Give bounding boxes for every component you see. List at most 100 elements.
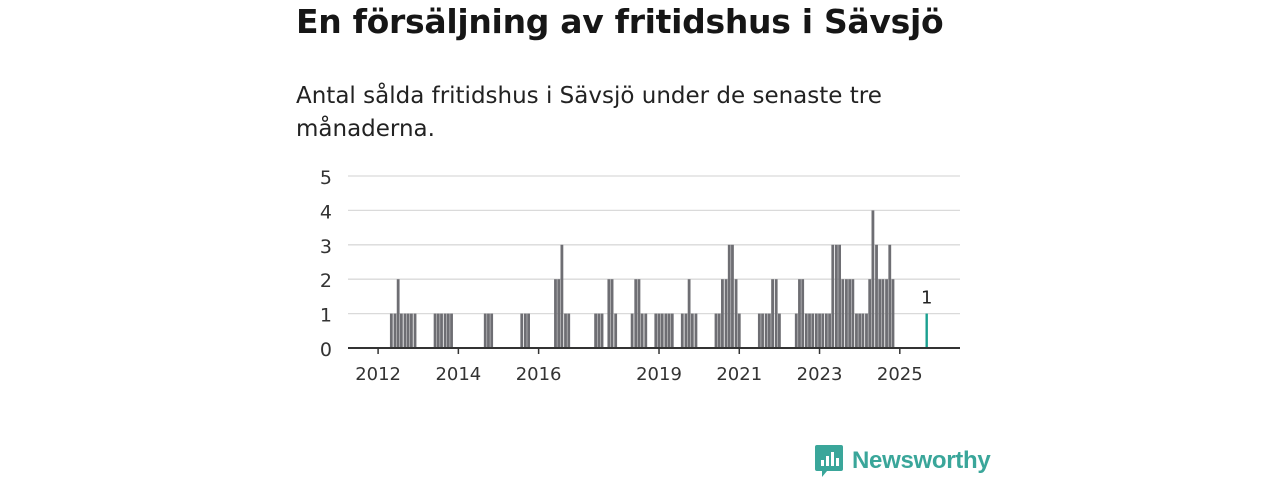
bar	[798, 279, 801, 348]
bar	[413, 313, 417, 348]
bar	[644, 313, 648, 348]
bar	[614, 313, 618, 348]
bar	[868, 279, 872, 348]
bar	[399, 313, 403, 348]
y-tick-label: 0	[320, 339, 332, 361]
bar	[560, 244, 564, 348]
bar	[814, 313, 818, 348]
bar	[774, 279, 778, 348]
bar	[393, 313, 397, 348]
y-tick-label: 2	[320, 270, 332, 292]
bar	[885, 279, 888, 348]
bar	[667, 313, 671, 348]
bar	[664, 313, 668, 348]
chart-title: En försäljning av fritidshus i Sävsjö	[296, 2, 944, 41]
bar	[687, 279, 691, 348]
bar	[657, 313, 661, 348]
bar	[737, 313, 741, 348]
bar	[607, 279, 611, 348]
bar	[389, 313, 393, 348]
bar	[808, 313, 811, 348]
x-tick-label: 2023	[797, 364, 843, 385]
bar	[865, 313, 868, 348]
bar	[433, 313, 437, 348]
bar	[861, 313, 865, 348]
bar	[881, 279, 885, 348]
bar	[851, 279, 855, 348]
bar	[794, 313, 798, 348]
x-tick-label: 2025	[877, 364, 923, 385]
bar	[821, 313, 825, 348]
bar	[640, 313, 644, 348]
bar	[888, 244, 892, 348]
bar	[834, 244, 838, 348]
bar	[406, 313, 410, 348]
bar	[670, 313, 674, 348]
bar	[440, 313, 443, 348]
bar	[557, 279, 561, 348]
bar	[878, 279, 882, 348]
bar	[654, 313, 658, 348]
bar	[694, 313, 698, 348]
brand[interactable]: Newsworthy	[814, 444, 991, 478]
bar	[684, 313, 688, 348]
bar	[871, 210, 875, 348]
bar	[767, 313, 771, 348]
x-tick-label: 2019	[636, 364, 682, 385]
bar	[771, 279, 774, 348]
bar	[520, 313, 524, 348]
bar	[818, 313, 821, 348]
newsworthy-logo-icon	[815, 445, 843, 477]
y-tick-label: 5	[320, 167, 332, 189]
bar	[727, 244, 731, 348]
bar	[841, 279, 845, 348]
bar	[523, 313, 527, 348]
bar	[891, 279, 895, 348]
bar	[855, 313, 858, 348]
bar	[483, 313, 487, 348]
x-tick-label: 2012	[355, 364, 401, 385]
bar	[634, 279, 638, 348]
bar	[734, 279, 738, 348]
bar	[594, 313, 598, 348]
bar	[845, 279, 848, 348]
bar	[875, 244, 878, 348]
chart-subtitle: Antal sålda fritidshus i Sävsjö under de…	[296, 83, 882, 142]
bar	[403, 313, 407, 348]
bar	[848, 279, 852, 348]
bar	[446, 313, 450, 348]
bar	[761, 313, 764, 348]
bar	[858, 313, 862, 348]
bar	[487, 313, 490, 348]
bar	[450, 313, 453, 348]
bar	[764, 313, 768, 348]
highlight-data-label: 1	[921, 288, 932, 309]
bar	[828, 313, 831, 348]
brand-name: Newsworthy	[852, 447, 991, 474]
bar	[597, 313, 601, 348]
y-tick-label: 4	[320, 201, 332, 223]
bar	[778, 313, 781, 348]
bar	[567, 313, 571, 348]
bar	[724, 279, 728, 348]
bar	[680, 313, 684, 348]
bar	[630, 313, 634, 348]
bar	[660, 313, 664, 348]
bar	[757, 313, 761, 348]
y-tick-label: 3	[320, 236, 332, 258]
bar	[801, 279, 805, 348]
bar	[721, 279, 724, 348]
bar	[637, 279, 641, 348]
bar	[824, 313, 828, 348]
bar	[564, 313, 567, 348]
bar-chart: 0 1 2 3 4 5 1 2012 2014 2016 2019 2021 2023 2025	[320, 167, 960, 385]
bar	[690, 313, 694, 348]
x-tick-label: 2014	[435, 364, 481, 385]
bar	[838, 244, 842, 348]
bar	[804, 313, 808, 348]
bar	[554, 279, 557, 348]
bar	[490, 313, 494, 348]
x-tick-label: 2021	[716, 364, 762, 385]
bar	[443, 313, 447, 348]
bar	[811, 313, 815, 348]
